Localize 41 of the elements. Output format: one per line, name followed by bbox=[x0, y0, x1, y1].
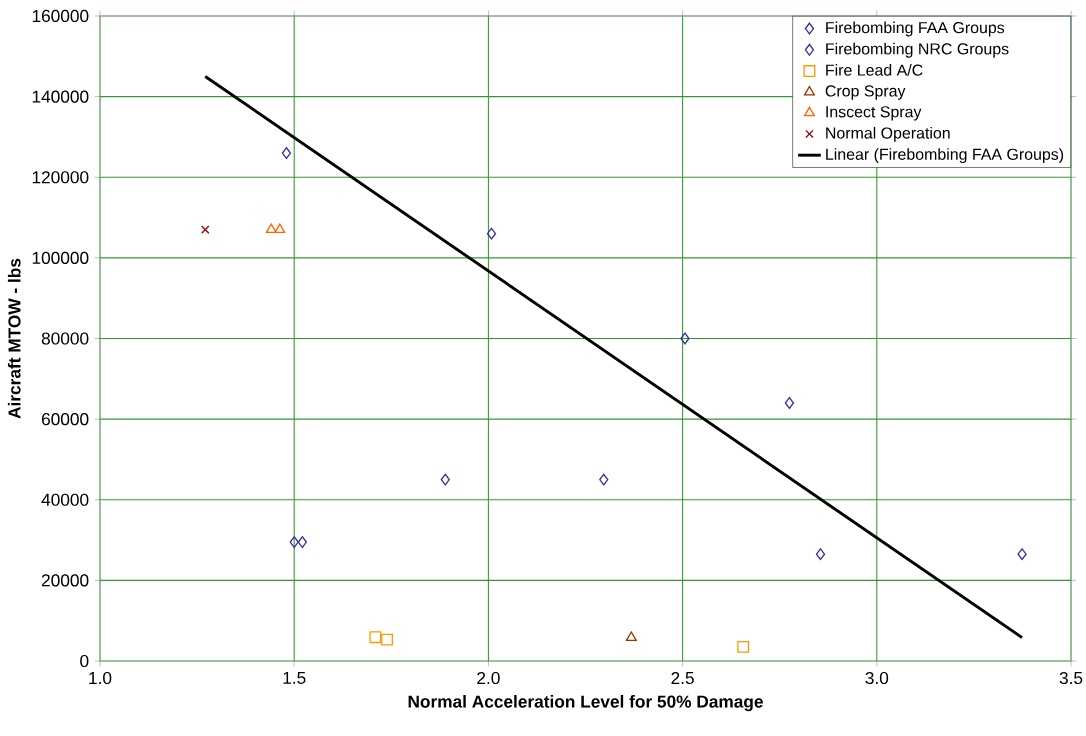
point bbox=[440, 473, 450, 486]
x-tick-label: 1.5 bbox=[283, 671, 306, 684]
point bbox=[680, 332, 690, 345]
legend-label: Fire Lead A/C bbox=[826, 64, 923, 76]
point bbox=[737, 640, 750, 653]
point bbox=[274, 223, 286, 234]
x-axis-title: Normal Acceleration Level for 50% Damage bbox=[408, 695, 763, 712]
y-tick-label: 60000 bbox=[41, 413, 89, 426]
point bbox=[381, 633, 394, 646]
x-tick-label: 1.0 bbox=[89, 671, 112, 685]
legend-label: Firebombing NRC Groups bbox=[826, 42, 1009, 58]
y-tick-label: 40000 bbox=[41, 493, 89, 506]
legend-label: Inscect Spray bbox=[826, 106, 922, 121]
point bbox=[815, 548, 826, 561]
legend-label: Crop Spray bbox=[825, 85, 906, 100]
point bbox=[1017, 548, 1027, 561]
y-tick-label: 80000 bbox=[41, 332, 89, 345]
point bbox=[281, 147, 292, 160]
y-tick-label: 160000 bbox=[32, 9, 89, 23]
point bbox=[289, 536, 299, 549]
point bbox=[369, 631, 382, 644]
y-tick-label: 20000 bbox=[41, 574, 89, 587]
point bbox=[599, 473, 609, 486]
x-tick-label: 3.0 bbox=[865, 671, 889, 685]
point bbox=[297, 536, 308, 549]
point bbox=[265, 223, 277, 234]
y-tick-label: 0 bbox=[80, 654, 89, 668]
y-tick-label: 120000 bbox=[32, 171, 89, 184]
x-tick-label: 2.0 bbox=[477, 671, 500, 685]
legend-label: Firebombing FAA Groups bbox=[826, 21, 1005, 37]
y-tick-label: 100000 bbox=[32, 251, 89, 264]
x-tick-label: 2.5 bbox=[671, 671, 694, 685]
legend-label: Linear (Firebombing FAA Groups) bbox=[826, 148, 1064, 164]
y-tick-label: 140000 bbox=[32, 90, 89, 103]
legend-label: Normal Operation bbox=[826, 126, 950, 142]
point bbox=[784, 397, 795, 409]
y-axis-title: Aircraft MTOW - lbs bbox=[7, 258, 21, 419]
point bbox=[625, 631, 637, 642]
x-tick-label: 3.5 bbox=[1059, 671, 1083, 685]
point bbox=[486, 227, 497, 240]
point bbox=[201, 225, 210, 234]
